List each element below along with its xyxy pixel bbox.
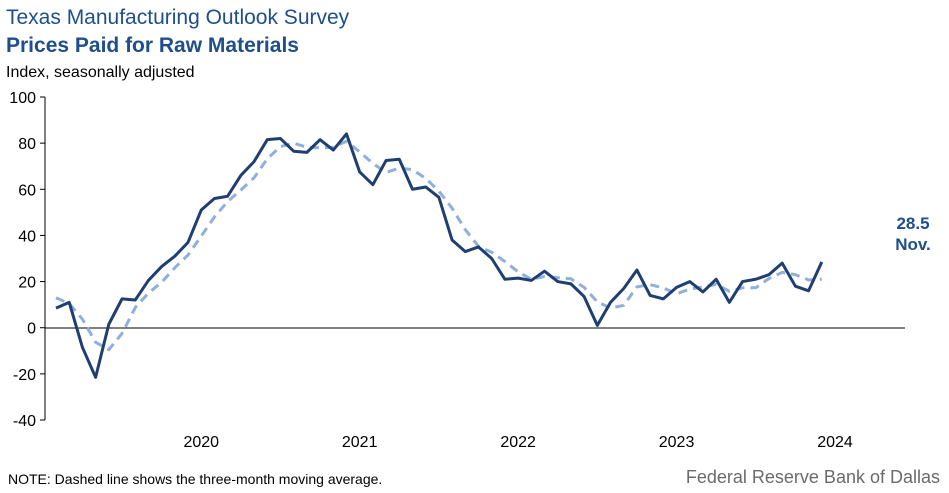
x-tick-label: 2021 xyxy=(342,434,378,451)
chart-subtitle: Prices Paid for Raw Materials xyxy=(6,34,299,57)
series-layer xyxy=(55,132,824,379)
y-tick-label: 20 xyxy=(18,275,36,292)
y-tick-label: 100 xyxy=(9,90,36,107)
x-axis: 2020 2021 2022 2023 2024 xyxy=(183,434,852,451)
source-credit: Federal Reserve Bank of Dallas xyxy=(685,467,940,487)
index-line xyxy=(55,132,824,379)
x-tick-label: 2024 xyxy=(817,434,853,451)
x-tick-label: 2020 xyxy=(183,434,219,451)
x-tick-label: 2022 xyxy=(500,434,536,451)
y-tick-label: -20 xyxy=(13,367,36,384)
units-label: Index, seasonally adjusted xyxy=(6,64,195,81)
y-tick-label: 40 xyxy=(18,228,36,245)
y-tick-label: -40 xyxy=(13,413,36,430)
latest-month-label: Nov. xyxy=(895,235,931,254)
y-tick-label: 60 xyxy=(18,182,36,199)
latest-value-label: 28.5 xyxy=(896,214,929,233)
x-tick-label: 2023 xyxy=(659,434,695,451)
y-tick-label: 0 xyxy=(27,321,36,338)
y-axis: -40 -20 0 20 40 60 80 100 xyxy=(9,90,46,430)
moving-average-line xyxy=(55,139,822,352)
footnote: NOTE: Dashed line shows the three-month … xyxy=(8,471,383,487)
y-tick-label: 80 xyxy=(18,136,36,153)
chart-title: Texas Manufacturing Outlook Survey xyxy=(6,6,350,29)
